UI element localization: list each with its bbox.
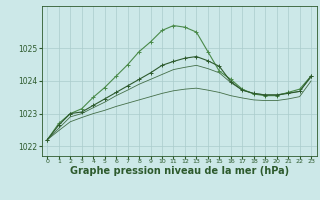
X-axis label: Graphe pression niveau de la mer (hPa): Graphe pression niveau de la mer (hPa) <box>70 166 289 176</box>
